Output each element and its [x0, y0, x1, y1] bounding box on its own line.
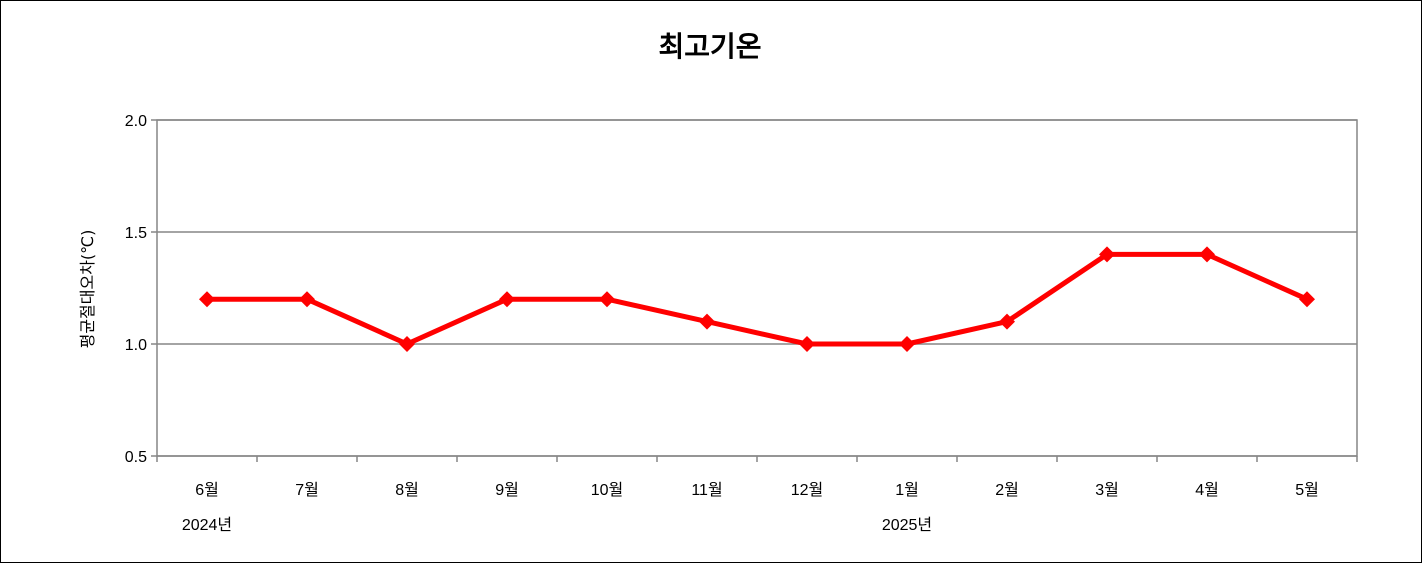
- y-axis-label: 평균절대오차(℃): [78, 230, 97, 349]
- x-tick-label: 11월: [691, 481, 722, 499]
- x-tick-label: 5월: [1295, 481, 1319, 499]
- data-point-marker: [1299, 291, 1315, 308]
- y-tick-label: 0.5: [125, 449, 147, 466]
- data-point-marker: [599, 291, 615, 308]
- data-point-marker: [1099, 246, 1115, 263]
- x-tick-label: 9월: [495, 481, 519, 499]
- data-point-marker: [499, 291, 515, 308]
- y-tick-label: 2.0: [125, 113, 147, 130]
- data-point-marker: [299, 291, 315, 308]
- data-point-marker: [899, 336, 915, 352]
- data-point-marker: [999, 313, 1015, 330]
- x-tick-label: 4월: [1195, 481, 1219, 499]
- chart-title: 최고기온: [658, 30, 761, 63]
- x-tick-label: 12월: [791, 481, 824, 499]
- series-line: [207, 251, 1309, 347]
- data-point-marker: [199, 291, 215, 308]
- x-tick-label: 7월: [295, 481, 319, 499]
- data-point-marker: [799, 336, 815, 352]
- y-tick-label: 1.5: [125, 225, 147, 242]
- data-point-marker: [399, 336, 415, 352]
- x-tick-label: 6월: [195, 481, 219, 499]
- x-tick-label: 3월: [1095, 481, 1119, 499]
- x-tick-label: 10월: [591, 481, 624, 499]
- year-label: 2024년: [182, 516, 232, 534]
- year-label: 2025년: [882, 516, 932, 534]
- gridlines: [156, 119, 1358, 457]
- x-tick-label: 8월: [395, 481, 419, 499]
- plot-area-border: [156, 119, 1358, 457]
- data-point-marker: [699, 313, 715, 330]
- data-point-marker: [1199, 246, 1215, 263]
- axes: 0.5 1.0 1.5 2.0 6월 7월 8월 9월 10월 11월 12월 1월 2월 3월 4월 5월 2…: [125, 113, 1358, 534]
- series-layer: [199, 246, 1315, 352]
- x-tick-label: 2월: [995, 481, 1019, 499]
- x-tick-label: 1월: [895, 481, 919, 499]
- y-tick-label: 1.0: [125, 337, 147, 354]
